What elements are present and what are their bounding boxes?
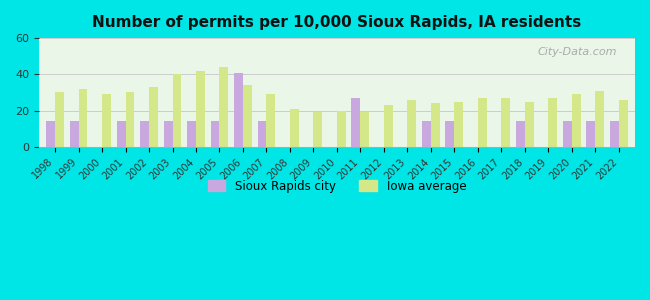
Bar [454, 101, 463, 147]
Bar [266, 94, 276, 147]
Bar [445, 122, 454, 147]
Bar [70, 122, 79, 147]
Bar [196, 71, 205, 147]
Bar [572, 94, 580, 147]
Bar [549, 98, 557, 147]
Bar [595, 91, 604, 147]
Bar [360, 112, 369, 147]
Bar [220, 67, 228, 147]
Bar [149, 87, 158, 147]
Bar [478, 98, 487, 147]
Bar [431, 103, 440, 147]
Bar [243, 85, 252, 147]
Bar [422, 122, 431, 147]
Bar [46, 122, 55, 147]
Legend: Sioux Rapids city, Iowa average: Sioux Rapids city, Iowa average [203, 175, 471, 197]
Bar [116, 122, 125, 147]
Text: City-Data.com: City-Data.com [538, 47, 617, 57]
Bar [610, 122, 619, 147]
Bar [352, 98, 360, 147]
Bar [125, 92, 135, 147]
Bar [140, 122, 149, 147]
Bar [172, 74, 181, 147]
Bar [408, 100, 416, 147]
Bar [586, 122, 595, 147]
Bar [187, 122, 196, 147]
Bar [619, 100, 628, 147]
Bar [211, 122, 220, 147]
Bar [337, 111, 346, 147]
Bar [55, 92, 64, 147]
Bar [102, 94, 111, 147]
Bar [257, 122, 266, 147]
Bar [290, 109, 299, 147]
Bar [563, 122, 572, 147]
Bar [501, 98, 510, 147]
Bar [234, 73, 243, 147]
Bar [384, 105, 393, 147]
Bar [516, 122, 525, 147]
Bar [525, 101, 534, 147]
Title: Number of permits per 10,000 Sioux Rapids, IA residents: Number of permits per 10,000 Sioux Rapid… [92, 15, 582, 30]
Bar [79, 89, 88, 147]
Bar [313, 112, 322, 147]
Bar [164, 122, 172, 147]
